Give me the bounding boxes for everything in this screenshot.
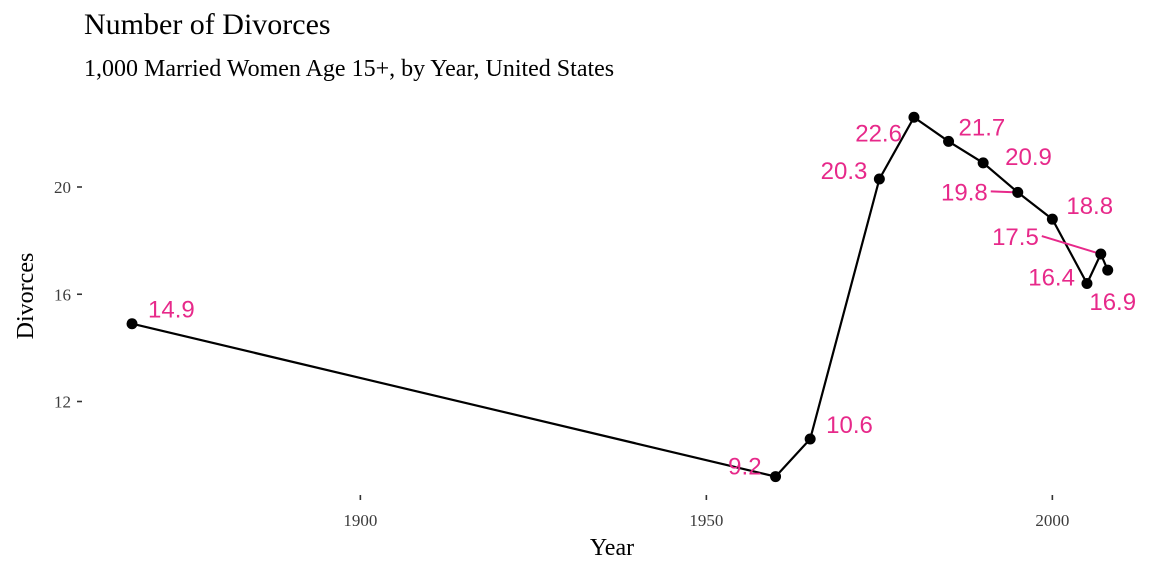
data-point [977,157,989,169]
data-label: 21.7 [959,114,1006,141]
data-point [873,173,885,185]
data-label: 16.4 [1028,265,1075,292]
x-tick-label: 2000 [1035,511,1069,530]
data-point [1095,248,1107,260]
data-point [770,471,782,483]
data-labels: 14.9 9.2 10.6 20.3 22.6 21.7 20.9 19.8 18.8 16.4 1… [148,114,1136,480]
data-label: 19.8 [941,179,988,206]
data-point [126,318,138,330]
y-tick-label: 20 [54,178,71,197]
data-point [1102,264,1114,276]
data-label: 18.8 [1066,193,1113,220]
data-label: 16.9 [1089,289,1136,316]
data-point [1081,278,1093,290]
data-point [908,111,920,123]
series-line [131,115,1109,478]
y-tick-label: 12 [54,393,71,412]
x-axis: 1900 1950 2000 [343,495,1069,530]
data-label: 20.3 [821,158,868,185]
x-tick-label: 1900 [343,511,377,530]
chart-subtitle: 1,000 Married Women Age 15+, by Year, Un… [84,56,615,82]
data-points [126,111,1114,483]
y-axis-title: Divorces [13,253,39,340]
y-tick-label: 16 [54,285,71,304]
data-point [1046,213,1058,225]
data-label: 17.5 [992,224,1039,251]
data-label: 14.9 [148,297,195,324]
data-label: 10.6 [826,412,873,439]
x-tick-label: 1950 [689,511,723,530]
data-label: 9.2 [728,454,761,481]
data-point [804,433,816,445]
data-point [1012,186,1024,198]
data-label: 22.6 [855,120,902,147]
chart-title: Number of Divorces [84,8,331,41]
x-axis-title: Year [590,535,634,561]
data-point [943,135,955,147]
y-axis: 12 16 20 [54,178,82,412]
data-label: 20.9 [1005,144,1052,171]
label-leader-line [1041,235,1102,255]
